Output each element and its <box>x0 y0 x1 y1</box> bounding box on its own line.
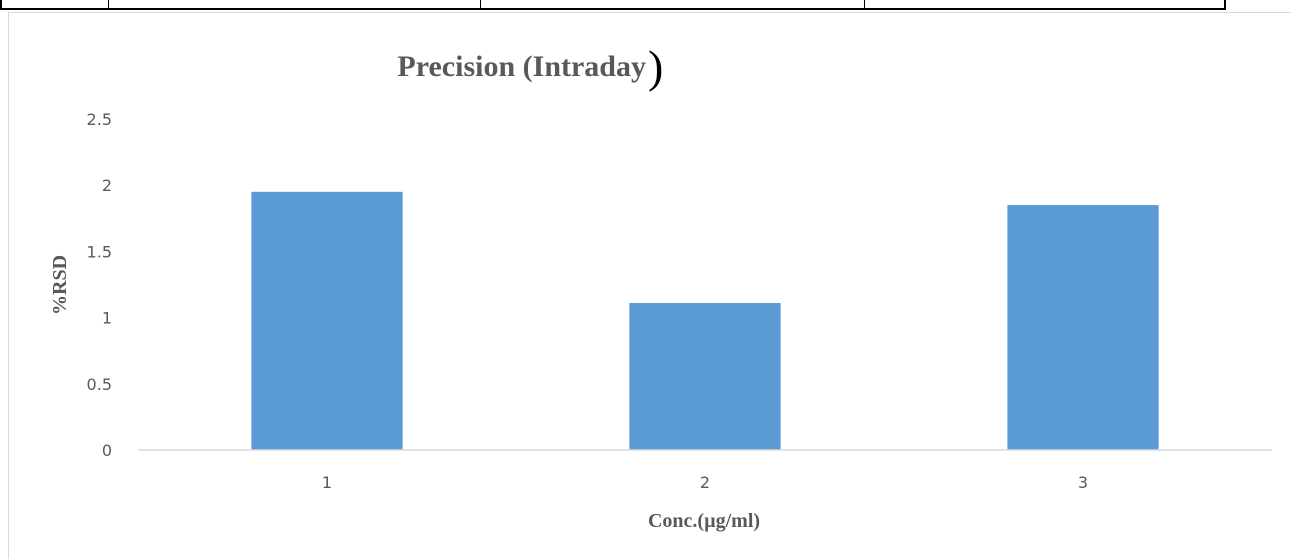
y-tick-label: 2 <box>102 176 112 195</box>
chart-title: Precision (Intraday <box>397 50 646 83</box>
x-tick-label: 1 <box>322 473 332 492</box>
y-tick-label: 0 <box>102 441 112 460</box>
y-tick-label: 2.5 <box>87 110 112 129</box>
table-cell-divider <box>864 0 865 8</box>
chart-title-paren: ) <box>648 41 663 92</box>
table-cell-divider <box>108 0 109 8</box>
x-tick-label: 3 <box>1078 473 1088 492</box>
chart-frame <box>8 12 1291 559</box>
table-edge <box>0 0 1226 10</box>
y-tick-label: 1.5 <box>87 242 112 261</box>
bar <box>1007 205 1159 450</box>
bar <box>629 303 781 450</box>
y-tick-label: 0.5 <box>87 375 112 394</box>
bar <box>251 191 403 450</box>
x-axis-label: Conc.(µg/ml) <box>648 510 760 532</box>
x-tick-label: 2 <box>700 473 710 492</box>
table-cell-divider <box>480 0 481 8</box>
y-tick-label: 1 <box>102 309 112 328</box>
y-axis-label: %RSD <box>49 255 71 315</box>
